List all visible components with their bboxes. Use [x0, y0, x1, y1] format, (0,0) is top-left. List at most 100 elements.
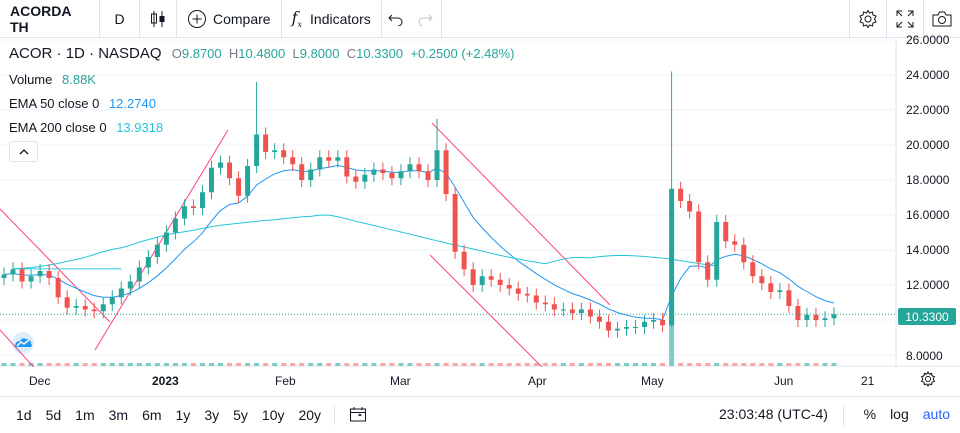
range-10y[interactable]: 10y	[261, 407, 285, 423]
candle-body	[804, 314, 810, 320]
candle-body	[461, 251, 467, 270]
axis-settings-button[interactable]	[920, 371, 936, 392]
candle-body	[443, 150, 449, 194]
compare-button[interactable]: Compare	[177, 0, 282, 38]
candles-icon	[151, 10, 165, 27]
ema50-label: EMA 50 close 0	[9, 96, 100, 111]
time-tick: Feb	[275, 374, 296, 388]
fullscreen-icon	[896, 10, 914, 28]
time-tick: Dec	[29, 374, 51, 388]
price-chart[interactable]	[0, 39, 960, 367]
legend-dot: ·	[89, 45, 99, 62]
range-3y[interactable]: 3y	[204, 407, 220, 423]
range-6m[interactable]: 6m	[142, 407, 162, 423]
volume-bar	[19, 363, 25, 366]
candle-body	[651, 320, 657, 322]
settings-button[interactable]	[849, 0, 886, 38]
range-5y[interactable]: 5y	[233, 407, 248, 423]
candle-body	[714, 222, 720, 280]
candle-body	[624, 327, 629, 329]
tradingview-logo[interactable]	[9, 331, 37, 355]
range-20y[interactable]: 20y	[298, 407, 322, 423]
candle-body	[199, 192, 205, 208]
bottom-toolbar: 1d 5d 1m 3m 6m 1y 3y 5y 10y 20y	[0, 396, 960, 433]
range-1y[interactable]: 1y	[175, 407, 191, 423]
candle-body	[109, 297, 115, 305]
change-value: +0.2500 (+2.48%)	[410, 46, 515, 61]
collapse-legend-button[interactable]	[9, 141, 38, 162]
fullscreen-button[interactable]	[886, 0, 923, 38]
candle-body	[479, 276, 485, 285]
volume-bar	[705, 363, 711, 366]
candle-body	[100, 304, 106, 312]
volume-bar	[55, 363, 61, 366]
volume-bar	[308, 363, 314, 366]
volume-bar	[660, 363, 666, 366]
candle-body	[822, 318, 828, 320]
candle-body	[560, 309, 566, 311]
auto-toggle[interactable]: auto	[922, 406, 950, 422]
volume-bar	[786, 363, 792, 366]
volume-bar	[831, 363, 837, 366]
range-1m[interactable]: 1m	[75, 407, 95, 423]
close-value: 10.3300	[356, 46, 404, 61]
volume-bar	[470, 363, 476, 366]
ema200-legend[interactable]: EMA 200 close 0 13.9318	[9, 120, 163, 135]
candle-body	[605, 321, 611, 331]
high-value: 10.4800	[238, 46, 286, 61]
symbol-search-button[interactable]: ACORDA TH	[0, 0, 100, 38]
redo-button[interactable]	[410, 0, 442, 38]
cloud-logo-icon	[12, 332, 34, 354]
candle-body	[777, 290, 783, 292]
volume-bar	[317, 363, 323, 366]
undo-button[interactable]	[382, 0, 410, 38]
goto-date-button[interactable]	[341, 406, 375, 425]
volume-bar	[1, 363, 7, 366]
volume-bar	[46, 363, 52, 366]
volume-bar	[795, 363, 801, 366]
volume-bar	[64, 363, 70, 366]
range-3m[interactable]: 3m	[108, 407, 129, 423]
volume-bar	[804, 363, 810, 366]
candle-body	[587, 309, 593, 317]
volume-legend[interactable]: Volume 8.88K	[9, 72, 96, 87]
candle-body	[317, 157, 323, 170]
log-toggle[interactable]: log	[890, 406, 909, 422]
candle-body	[542, 302, 548, 305]
candle-body	[263, 134, 269, 152]
range-1d[interactable]: 1d	[16, 407, 32, 423]
candle-body	[750, 262, 756, 277]
volume-bar	[669, 306, 675, 366]
candle-body	[145, 257, 151, 268]
volume-bar	[91, 363, 97, 366]
volume-bar	[172, 363, 178, 366]
volume-bar	[759, 363, 765, 366]
chart-style-button[interactable]	[140, 0, 177, 38]
candle-body	[163, 232, 169, 245]
volume-bar	[551, 363, 557, 366]
ema50-legend[interactable]: EMA 50 close 0 12.2740	[9, 96, 156, 111]
volume-bar	[37, 363, 43, 366]
last-price-label: 10.3300	[898, 308, 956, 325]
top-toolbar: ACORDA TH D Compare fx Indicators	[0, 0, 960, 38]
candle-body	[389, 173, 395, 179]
volume-bar	[687, 363, 693, 366]
timezone-clock[interactable]: 23:03:48 (UTC-4)	[719, 406, 828, 422]
snapshot-button[interactable]	[923, 0, 960, 38]
volume-bar	[245, 363, 251, 366]
range-5d[interactable]: 5d	[45, 407, 62, 423]
percent-toggle[interactable]: %	[863, 406, 877, 422]
volume-bar	[344, 363, 350, 366]
volume-bar	[696, 363, 702, 366]
volume-bar	[190, 363, 196, 366]
candle-body	[497, 279, 503, 285]
candle-body	[308, 169, 314, 180]
candle-body	[136, 267, 142, 282]
volume-bar	[353, 363, 359, 366]
volume-bar	[73, 363, 79, 366]
indicators-button[interactable]: fx Indicators	[282, 0, 382, 38]
interval-button[interactable]: D	[100, 0, 140, 38]
close-label: C	[346, 46, 357, 61]
candle-body	[515, 288, 521, 294]
time-tick: 2023	[152, 374, 179, 388]
